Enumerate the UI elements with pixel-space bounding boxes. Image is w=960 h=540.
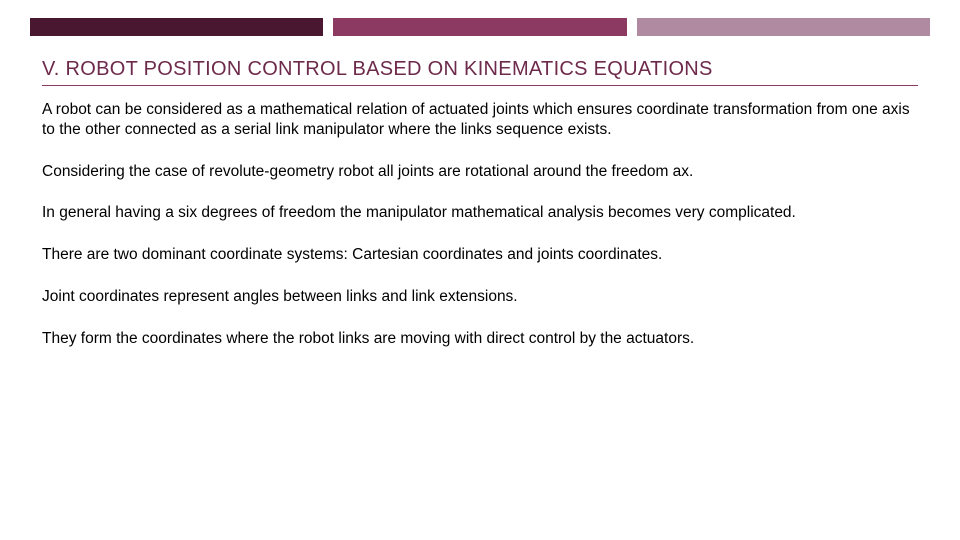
accent-bar-3 <box>637 18 930 36</box>
accent-bar-1 <box>30 18 323 36</box>
paragraph: Considering the case of revolute-geometr… <box>42 162 918 182</box>
paragraph: They form the coordinates where the robo… <box>42 329 918 349</box>
paragraph: Joint coordinates represent angles betwe… <box>42 287 918 307</box>
body-text: A robot can be considered as a mathemati… <box>42 100 918 371</box>
paragraph: A robot can be considered as a mathemati… <box>42 100 918 140</box>
paragraph: In general having a six degrees of freed… <box>42 203 918 223</box>
section-title: V. ROBOT POSITION CONTROL BASED ON KINEM… <box>42 58 918 86</box>
top-accent-bars <box>30 18 930 36</box>
paragraph: There are two dominant coordinate system… <box>42 245 918 265</box>
accent-bar-2 <box>333 18 626 36</box>
